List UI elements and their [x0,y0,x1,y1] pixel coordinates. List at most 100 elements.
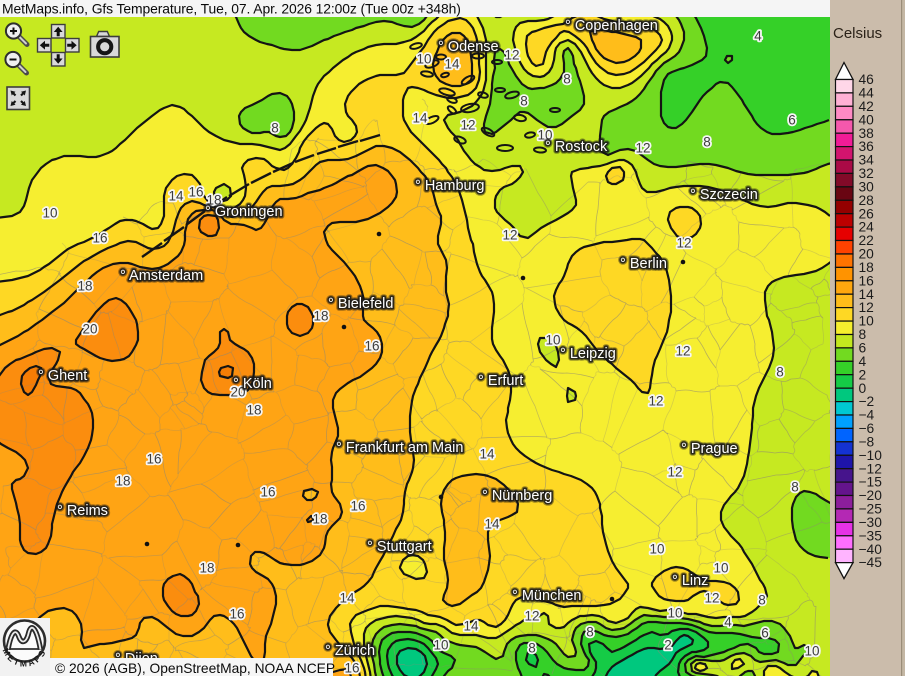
svg-text:−4: −4 [859,408,875,423]
svg-text:° Frankfurt am Main: ° Frankfurt am Main [336,440,463,456]
svg-text:12: 12 [676,236,691,251]
svg-text:8: 8 [758,593,766,608]
svg-text:22: 22 [859,233,874,248]
svg-text:14: 14 [339,591,355,606]
svg-text:−40: −40 [859,542,883,557]
svg-text:° Zürich: ° Zürich [325,643,375,659]
svg-text:° Stuttgart: ° Stuttgart [367,539,432,555]
svg-text:38: 38 [859,126,875,141]
svg-text:° Berlin: ° Berlin [620,256,667,272]
svg-text:8: 8 [703,135,711,150]
svg-text:12: 12 [502,228,517,243]
svg-text:6: 6 [859,341,867,356]
svg-text:° München: ° München [512,588,581,604]
svg-text:10: 10 [804,644,819,659]
svg-text:16: 16 [146,452,161,467]
svg-text:−2: −2 [859,394,875,409]
svg-text:Celsius: Celsius [833,25,882,42]
svg-text:° Rostock: ° Rostock [545,139,608,155]
svg-text:16: 16 [188,185,203,200]
svg-text:16: 16 [350,499,365,514]
svg-text:12: 12 [504,48,519,63]
svg-text:© 2026 (AGB), OpenStreetMap, N: © 2026 (AGB), OpenStreetMap, NOAA NCEP [55,661,335,676]
svg-text:° Odense: ° Odense [438,39,499,55]
svg-text:8: 8 [271,121,279,136]
svg-text:° Nürnberg: ° Nürnberg [482,488,552,504]
svg-text:14: 14 [463,619,479,634]
svg-text:24: 24 [859,220,875,235]
svg-text:° Erfurt: ° Erfurt [478,373,523,389]
svg-text:° Groningen: ° Groningen [205,204,283,220]
svg-text:4: 4 [724,615,732,630]
svg-text:6: 6 [761,626,769,641]
svg-text:4: 4 [754,29,762,44]
svg-text:4: 4 [859,354,867,369]
svg-text:° Hamburg: ° Hamburg [415,178,484,194]
svg-text:42: 42 [859,99,874,114]
svg-text:° Bielefeld: ° Bielefeld [328,296,393,312]
svg-text:10: 10 [537,128,552,143]
svg-text:−12: −12 [859,461,882,476]
svg-text:° Linz: ° Linz [672,573,708,589]
svg-text:° Odense: ° Odense [438,39,499,55]
svg-text:20: 20 [230,385,245,400]
svg-text:° Amsterdam: ° Amsterdam [120,268,203,284]
svg-text:° Prague: ° Prague [681,441,738,457]
svg-text:−30: −30 [859,515,883,530]
svg-text:° Reims: ° Reims [57,503,108,519]
svg-text:46: 46 [859,72,875,87]
svg-text:18: 18 [199,561,214,576]
svg-text:20: 20 [859,247,875,262]
svg-text:14: 14 [168,189,184,204]
svg-text:10: 10 [713,561,728,576]
svg-text:44: 44 [859,86,875,101]
svg-text:10: 10 [859,314,875,329]
svg-text:° Berlin: ° Berlin [620,256,667,272]
svg-text:° Linz: ° Linz [672,573,708,589]
svg-text:16: 16 [364,339,379,354]
svg-text:° Szczecin: ° Szczecin [690,187,758,203]
svg-text:10: 10 [42,206,57,221]
svg-text:° Stuttgart: ° Stuttgart [367,539,432,555]
svg-text:12: 12 [704,591,719,606]
svg-text:6: 6 [788,113,796,128]
svg-text:° Amsterdam: ° Amsterdam [120,268,203,284]
svg-text:14: 14 [859,287,875,302]
svg-text:18: 18 [312,512,327,527]
svg-text:10: 10 [649,542,664,557]
svg-text:8: 8 [859,327,867,342]
svg-text:12: 12 [675,344,690,359]
svg-text:18: 18 [77,279,92,294]
svg-text:° Leipzig: ° Leipzig [560,346,616,362]
svg-text:30: 30 [859,180,875,195]
svg-text:−6: −6 [859,421,875,436]
svg-text:18: 18 [859,260,875,275]
svg-text:° Copenhagen: ° Copenhagen [565,18,658,34]
svg-text:−20: −20 [859,488,883,503]
svg-text:14: 14 [484,517,500,532]
svg-text:10: 10 [416,52,431,67]
svg-text:36: 36 [859,139,875,154]
svg-text:12: 12 [648,394,663,409]
svg-text:26: 26 [859,206,875,221]
svg-text:−8: −8 [859,434,875,449]
svg-text:° Ghent: ° Ghent [38,368,87,384]
svg-text:20: 20 [82,322,97,337]
svg-text:10: 10 [667,606,682,621]
svg-text:32: 32 [859,166,874,181]
svg-text:8: 8 [586,625,594,640]
svg-text:° Rostock: ° Rostock [545,139,608,155]
svg-text:MetMaps.info, Gfs Temperature,: MetMaps.info, Gfs Temperature, Tue, 07. … [2,1,461,17]
svg-text:16: 16 [229,607,244,622]
svg-text:° Reims: ° Reims [57,503,108,519]
svg-text:8: 8 [563,72,571,87]
svg-text:16: 16 [92,231,107,246]
svg-text:8: 8 [791,480,799,495]
svg-text:28: 28 [859,193,875,208]
svg-text:16: 16 [344,661,359,676]
svg-text:12: 12 [460,118,475,133]
svg-text:18: 18 [206,193,221,208]
svg-text:2: 2 [664,638,672,653]
svg-text:16: 16 [859,273,875,288]
svg-text:−25: −25 [859,502,883,517]
